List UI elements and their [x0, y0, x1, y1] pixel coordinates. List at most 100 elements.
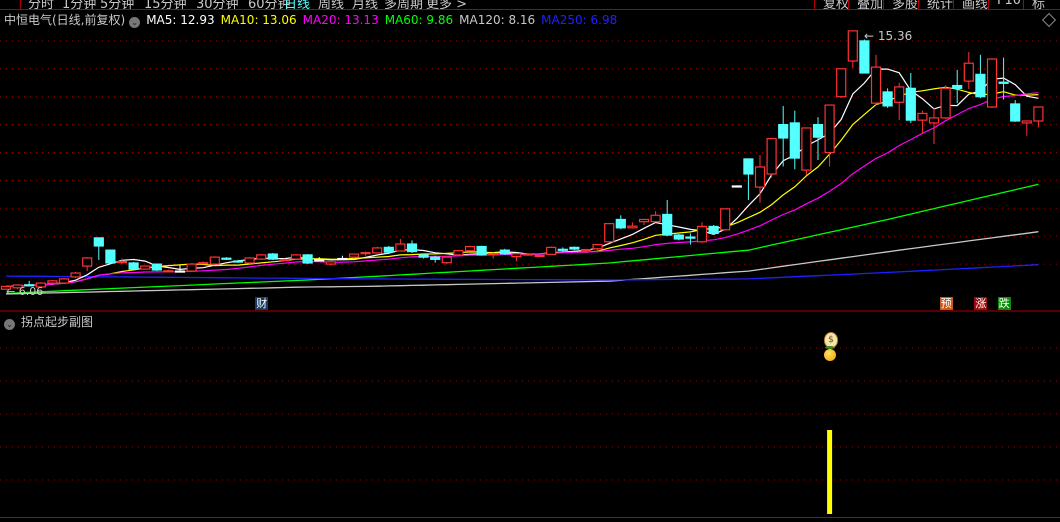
ma20-line	[5, 92, 1039, 287]
candle-body	[975, 73, 986, 98]
ma-legend-item: MA120: 8.16	[459, 13, 536, 27]
candle-body	[673, 234, 684, 240]
candle-body	[395, 243, 406, 252]
candle-body	[928, 117, 940, 124]
high-price-label: ← 15.36	[864, 29, 913, 43]
candle-body	[592, 243, 603, 250]
tab-4[interactable]: 30分钟	[196, 0, 239, 10]
chevron-down-icon[interactable]: ⌄	[129, 17, 141, 28]
stock-title: 中恒电气(日线,前复权)	[4, 13, 126, 27]
low-price-value: 6.06	[18, 285, 44, 298]
candle-body	[534, 254, 545, 258]
event-tag[interactable]: 财	[255, 297, 269, 310]
candle-body	[47, 280, 58, 284]
candle-body	[685, 236, 696, 239]
tab-1[interactable]: 1分钟	[62, 0, 97, 10]
toolbar-button-4[interactable]: 画线	[953, 0, 996, 9]
toolbar-button-3[interactable]: 统计	[918, 0, 961, 9]
tab-2[interactable]: 5分钟	[100, 0, 135, 10]
sub-chart-title-text: 拐点起步副图	[21, 315, 94, 329]
candle-body	[464, 245, 476, 252]
candle-body	[221, 257, 232, 260]
event-tag[interactable]: 跌	[997, 297, 1011, 310]
candle-body	[638, 218, 650, 223]
tab-3[interactable]: 15分钟	[144, 0, 187, 10]
candle-body	[580, 248, 592, 252]
ma250-line	[5, 264, 1039, 281]
candle-body	[290, 254, 302, 260]
candle-body	[986, 58, 998, 108]
ma-legend-item: MA60: 9.86	[384, 13, 454, 27]
candle-body	[1010, 103, 1021, 122]
candle-body	[105, 249, 116, 264]
candle-body	[604, 223, 615, 243]
candle-body	[708, 225, 719, 235]
candle-body	[662, 213, 673, 236]
toolbar-button-5[interactable]: F10	[988, 0, 1029, 9]
toolbar-button-2[interactable]: 多股	[883, 0, 926, 9]
candle-body	[743, 158, 754, 175]
candle-body	[140, 265, 151, 270]
candle-body	[627, 225, 638, 229]
tab-0[interactable]: 分时	[28, 0, 55, 10]
ma5-line	[5, 68, 1039, 287]
candle-body	[267, 253, 278, 260]
ma-legend-item: MA250: 6.98	[541, 13, 618, 27]
ma-legend-item: MA10: 13.06	[220, 13, 297, 27]
candle-body	[151, 263, 162, 271]
tab-7[interactable]: 周线	[318, 0, 345, 10]
candle-body	[731, 185, 742, 188]
toolbar-button-1[interactable]: 叠加	[848, 0, 891, 9]
candle-body	[406, 243, 418, 253]
candle-body	[488, 253, 499, 256]
period-toolbar: 分时 1分钟 5分钟 15分钟 30分钟 60分钟 日线 周线 月线 多周期 更多 > 复权 叠加 多股…	[0, 0, 1060, 10]
toolbox-button[interactable]	[0, 0, 21, 9]
tab-9[interactable]: 多周期	[384, 0, 424, 10]
signal-bar	[827, 430, 833, 514]
tab-8[interactable]: 月线	[352, 0, 379, 10]
candle-body	[58, 278, 70, 284]
candle-body	[615, 218, 626, 229]
toolbar-button-0[interactable]: 复权	[814, 0, 857, 9]
candle-body	[383, 246, 394, 253]
candle-body	[209, 256, 220, 265]
candle-body	[128, 262, 139, 270]
candle-body	[917, 112, 928, 121]
tab-6[interactable]: 日线	[284, 0, 311, 10]
candle-body	[905, 87, 916, 121]
candle-body	[430, 256, 441, 260]
candle-body	[186, 263, 197, 272]
candle-body	[232, 260, 244, 263]
candle-body	[372, 247, 383, 254]
tab-5[interactable]: 60分钟	[248, 0, 291, 10]
candle-body	[963, 62, 974, 82]
tab-10[interactable]: 更多 >	[426, 0, 468, 10]
candle-body	[1021, 120, 1032, 124]
candle-body	[70, 272, 81, 278]
candle-body	[348, 253, 360, 258]
candle-body	[244, 257, 255, 264]
candle-body	[557, 248, 568, 251]
ma10-line	[5, 86, 1039, 287]
candle-body	[499, 249, 510, 255]
candle-body	[256, 254, 267, 260]
candle-body	[998, 81, 1009, 84]
candle-body	[801, 127, 812, 171]
candle-body	[325, 261, 336, 265]
candle-body	[882, 91, 893, 107]
event-tag[interactable]: 涨	[974, 297, 988, 310]
toolbar-button-6[interactable]: 标记	[1023, 0, 1060, 9]
candle-body	[279, 259, 290, 262]
sub-chart-title: ⌄ 拐点起步副图	[4, 313, 93, 330]
low-price-label: ← 6.06	[6, 285, 44, 298]
candle-body	[511, 253, 522, 258]
candle-body	[163, 270, 174, 273]
candle-body	[940, 87, 951, 119]
candle-body	[812, 123, 824, 138]
candle-body	[894, 86, 905, 103]
candle-body	[952, 84, 963, 89]
event-tag[interactable]: 预	[939, 297, 953, 310]
chevron-down-icon[interactable]: ⌄	[4, 319, 15, 330]
candle-body	[302, 254, 313, 264]
